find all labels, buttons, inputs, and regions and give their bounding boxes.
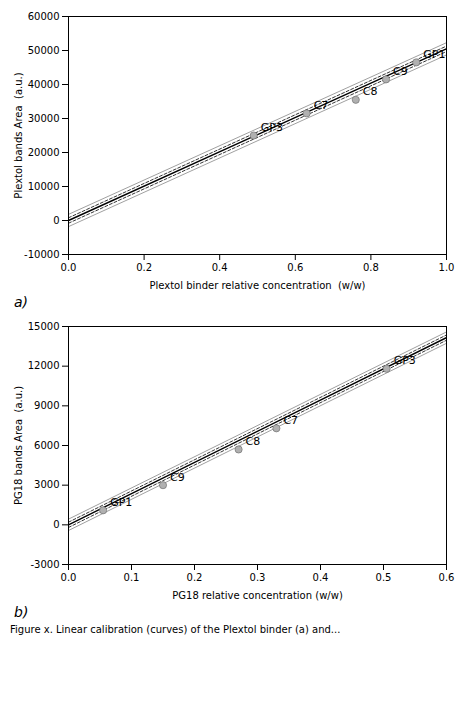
svg-text:0.6: 0.6: [287, 262, 303, 273]
svg-text:GP1: GP1: [423, 48, 445, 61]
svg-text:20000: 20000: [28, 147, 60, 158]
svg-text:12000: 12000: [28, 360, 60, 371]
svg-text:0.0: 0.0: [61, 262, 77, 273]
svg-text:PG18 bands Area (a.u.): PG18 bands Area (a.u.): [13, 386, 24, 505]
svg-text:10000: 10000: [28, 181, 60, 192]
svg-text:GP3: GP3: [394, 354, 416, 367]
html-text:Figure x. Linear calibration (: Figure x. Linear calibration (curves) of…: [10, 624, 341, 635]
svg-text:0.5: 0.5: [376, 572, 392, 583]
svg-text:0.2: 0.2: [136, 262, 152, 273]
svg-text:40000: 40000: [28, 79, 60, 90]
svg-text:60000: 60000: [28, 11, 60, 22]
svg-text:0.6: 0.6: [439, 572, 455, 583]
svg-text:0.4: 0.4: [212, 262, 228, 273]
html-text:a): a): [14, 294, 28, 310]
svg-text:C7: C7: [314, 99, 329, 112]
svg-text:15000: 15000: [28, 321, 60, 332]
svg-text:PG18 relative concentration (w: PG18 relative concentration (w/w): [172, 590, 343, 601]
svg-text:C8: C8: [246, 435, 261, 448]
svg-text:0.3: 0.3: [250, 572, 266, 583]
svg-text:0.1: 0.1: [124, 572, 140, 583]
svg-text:0: 0: [53, 215, 59, 226]
svg-text:-10000: -10000: [24, 249, 59, 260]
svg-text:-3000: -3000: [30, 559, 59, 570]
svg-text:9000: 9000: [34, 400, 59, 411]
svg-text:GP1: GP1: [110, 496, 132, 509]
html-text:b): b): [14, 604, 29, 620]
svg-text:0: 0: [53, 519, 59, 530]
svg-text:0.4: 0.4: [313, 572, 329, 583]
svg-text:1.0: 1.0: [439, 262, 455, 273]
svg-text:50000: 50000: [28, 45, 60, 56]
svg-text:GP3: GP3: [261, 121, 283, 134]
svg-text:0.0: 0.0: [61, 572, 77, 583]
svg-text:3000: 3000: [34, 479, 59, 490]
svg-text:Plextol bands Area (a.u.): Plextol bands Area (a.u.): [13, 72, 24, 198]
svg-text:30000: 30000: [28, 113, 60, 124]
svg-text:Plextol binder relative concen: Plextol binder relative concentration (w…: [150, 280, 366, 291]
svg-text:0.8: 0.8: [363, 262, 379, 273]
svg-text:C8: C8: [363, 85, 378, 98]
svg-text:C9: C9: [170, 471, 185, 484]
svg-text:C7: C7: [283, 414, 298, 427]
svg-text:0.2: 0.2: [187, 572, 203, 583]
svg-text:C9: C9: [393, 65, 408, 78]
svg-text:6000: 6000: [34, 440, 59, 451]
